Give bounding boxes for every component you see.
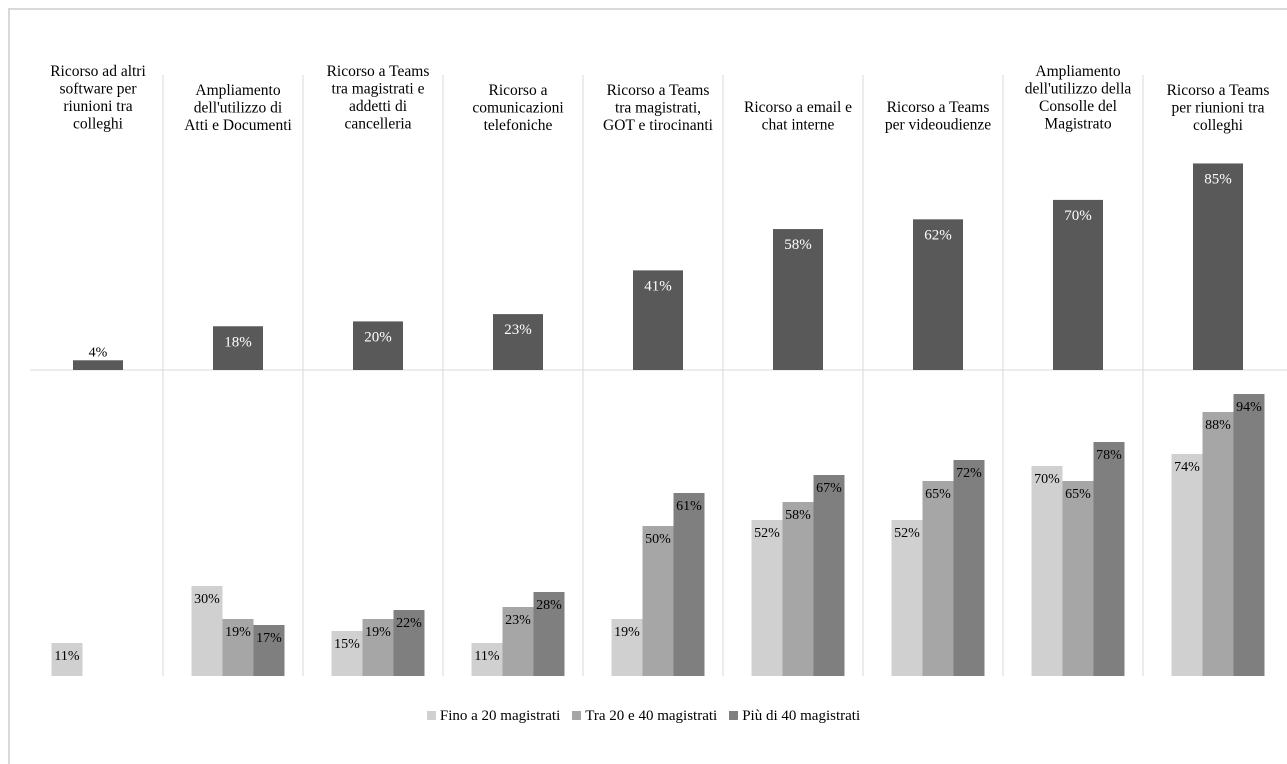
series-bar xyxy=(502,607,534,676)
legend-label: Più di 40 magistrati xyxy=(742,708,861,724)
series-bar xyxy=(1062,481,1094,676)
series-bar-label: 88% xyxy=(1205,418,1231,433)
series-bar xyxy=(191,586,223,676)
total-bar xyxy=(1193,163,1243,370)
series-bar-label: 19% xyxy=(225,625,251,640)
series-bar-label: 65% xyxy=(1065,487,1091,502)
series-bar xyxy=(362,619,394,676)
chart-frame xyxy=(8,8,1287,764)
series-bar xyxy=(51,643,83,676)
series-bar-label: 17% xyxy=(256,631,282,646)
series-bar-label: 65% xyxy=(925,487,951,502)
total-bar-label: 23% xyxy=(504,322,532,338)
series-bar-label: 22% xyxy=(396,616,422,631)
series-bar-label: 67% xyxy=(816,481,842,496)
series-bar-label: 28% xyxy=(536,598,562,613)
total-bar xyxy=(493,314,543,370)
legend-swatch xyxy=(426,711,436,720)
series-bar xyxy=(393,610,425,676)
series-bar-label: 15% xyxy=(334,637,360,652)
total-bar-label: 58% xyxy=(784,237,812,253)
series-bar xyxy=(1202,412,1234,676)
category-label: Ricorso ad altri software per riunioni tra… xyxy=(50,63,146,133)
category-label: Ricorso a comunicazioni telefoniche xyxy=(472,82,564,134)
series-bar xyxy=(673,493,705,676)
series-bar xyxy=(642,526,674,676)
series-bar-label: 52% xyxy=(894,526,920,541)
total-bar-label: 85% xyxy=(1204,171,1232,187)
series-bar xyxy=(782,502,814,676)
series-bar-label: 78% xyxy=(1096,448,1122,463)
series-bar-label: 50% xyxy=(645,532,671,547)
series-bar-label: 11% xyxy=(54,649,79,664)
chart-svg: Ricorso ad altri software per riunioni tra… xyxy=(30,63,1287,676)
series-bar xyxy=(922,481,954,676)
legend-label: Tra 20 e 40 magistrati xyxy=(585,708,718,724)
total-bar-label: 41% xyxy=(644,278,672,294)
series-bar-label: 19% xyxy=(365,625,391,640)
total-bar xyxy=(773,229,823,370)
legend-item: Più di 40 magistrati xyxy=(729,708,860,725)
series-bar xyxy=(1031,466,1063,676)
total-bar xyxy=(213,326,263,370)
total-bar xyxy=(1053,199,1103,370)
series-bar-label: 74% xyxy=(1174,460,1200,475)
category-label: Ricorso a Teams tra magistrati, GOT e tiro… xyxy=(603,82,714,134)
series-bar xyxy=(471,643,503,676)
series-bar xyxy=(813,475,845,676)
series-bar-label: 94% xyxy=(1236,400,1262,415)
series-bar-label: 30% xyxy=(194,592,220,607)
legend-swatch xyxy=(729,711,739,720)
category-label: Ricorso a Teams tra magistrati e addetti d… xyxy=(327,63,430,133)
series-bar-label: 70% xyxy=(1034,472,1060,487)
total-bar-label: 4% xyxy=(89,345,108,360)
category-label: Ampliamento dell'utilizzo di Atti e Docume… xyxy=(184,82,292,134)
total-bar xyxy=(353,321,403,370)
category-label: Ricorso a Teams per videoudienze xyxy=(885,99,991,134)
category-label: Ricorso a Teams per riunioni tra colleghi xyxy=(1167,82,1270,134)
series-bar xyxy=(533,592,565,676)
series-bar xyxy=(1233,394,1265,676)
series-bar xyxy=(891,520,923,676)
series-bar xyxy=(611,619,643,676)
category-label: Ampliamento dell'utilizzo della Consolle d… xyxy=(1025,63,1132,133)
legend-item: Fino a 20 magistrati xyxy=(426,708,561,725)
series-bar xyxy=(253,625,285,676)
total-bar-label: 62% xyxy=(924,227,952,243)
series-bar-label: 19% xyxy=(614,625,640,640)
series-bar-label: 23% xyxy=(505,613,531,628)
series-bar xyxy=(1171,454,1203,676)
total-bar xyxy=(73,360,123,370)
total-bar xyxy=(633,270,683,370)
series-bar-label: 72% xyxy=(956,466,982,481)
total-bar-label: 70% xyxy=(1064,208,1092,224)
series-bar xyxy=(331,631,363,676)
legend-item: Tra 20 e 40 magistrati xyxy=(572,708,717,725)
series-bar xyxy=(953,460,985,676)
series-bar-label: 11% xyxy=(474,649,499,664)
total-bar xyxy=(913,219,963,370)
legend-swatch xyxy=(572,711,582,720)
series-bar-label: 61% xyxy=(676,499,702,514)
legend: Fino a 20 magistrati Tra 20 e 40 magistra… xyxy=(0,708,1287,725)
series-bar xyxy=(751,520,783,676)
total-bar-label: 18% xyxy=(224,334,252,350)
series-bar-label: 52% xyxy=(754,526,780,541)
category-label: Ricorso a email e chat interne xyxy=(744,99,852,134)
series-bar xyxy=(1093,442,1125,676)
series-bar xyxy=(222,619,254,676)
series-bar-label: 58% xyxy=(785,508,811,523)
legend-label: Fino a 20 magistrati xyxy=(439,708,561,724)
total-bar-label: 20% xyxy=(364,329,392,345)
